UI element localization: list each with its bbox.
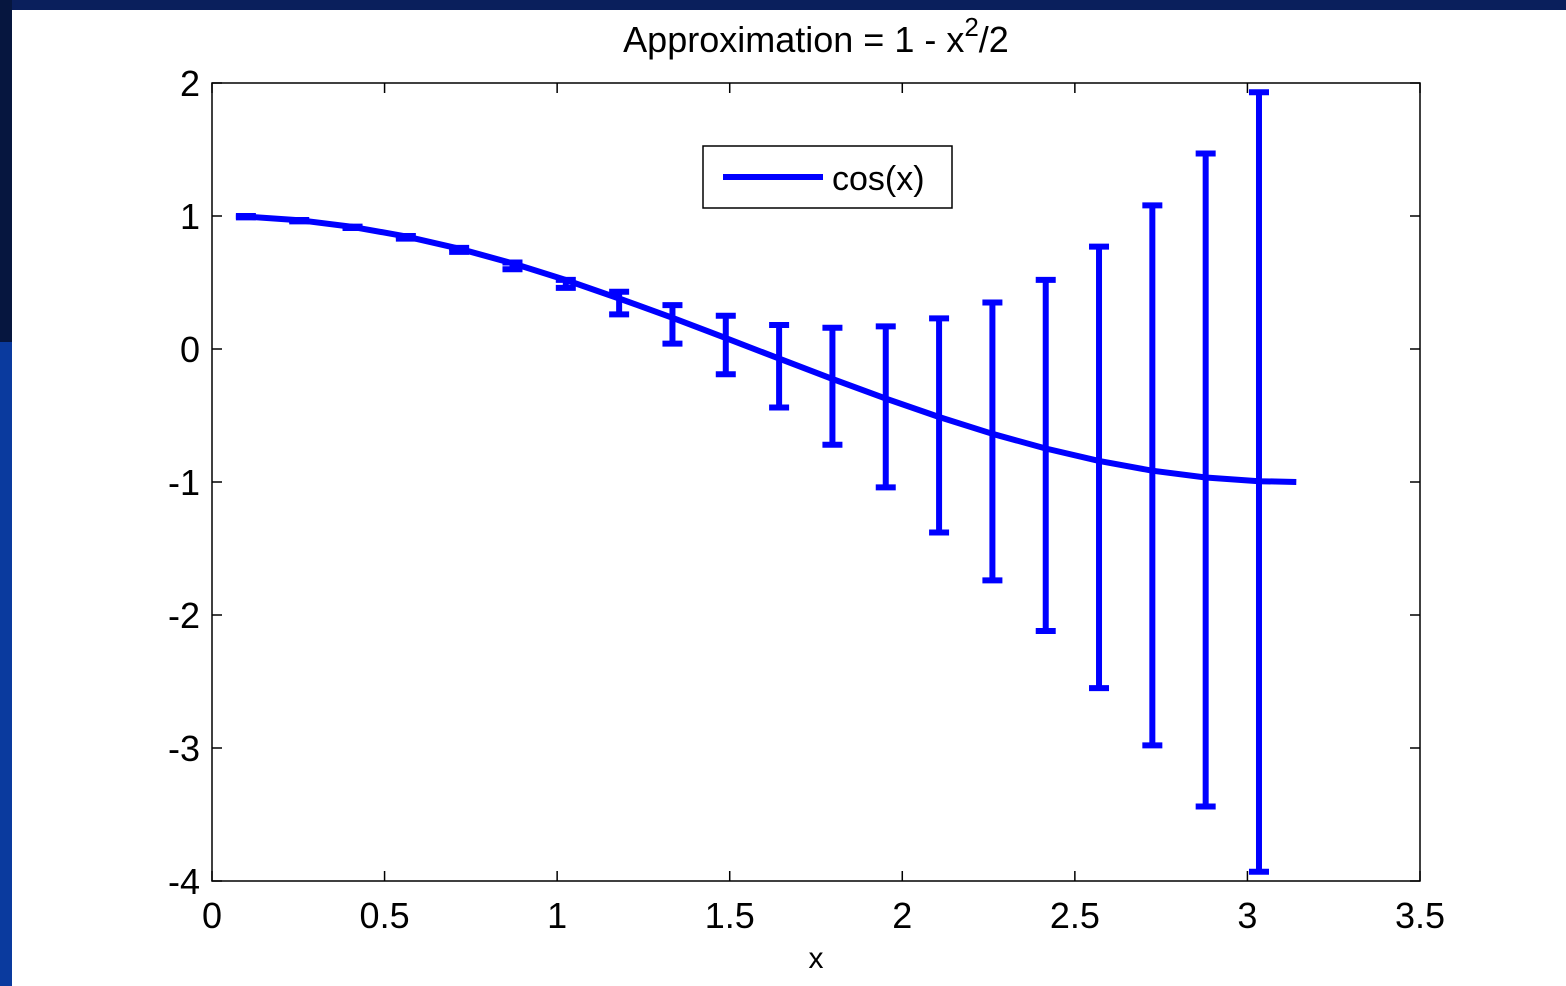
axis-ticks (211, 82, 1421, 882)
x-tick-label: 2 (892, 895, 912, 936)
y-tick-label: 0 (180, 329, 200, 370)
series-line-cosx (245, 213, 1297, 485)
slide-left-band-dark (0, 0, 12, 342)
chart-title-main: Approximation = 1 - x (623, 19, 964, 60)
legend-label: cos(x) (832, 160, 925, 198)
y-tick-label: -2 (168, 595, 200, 636)
y-tick-label: 2 (180, 63, 200, 104)
y-tick-label: -4 (168, 861, 200, 902)
legend: cos(x) (702, 145, 953, 209)
chart-title: Approximation = 1 - x2/2 (623, 12, 1009, 60)
slide-left-band-blue (0, 342, 12, 986)
x-tick-label: 1 (547, 895, 567, 936)
slide-top-band (0, 0, 1566, 10)
chart-title-suffix: /2 (979, 19, 1009, 60)
y-tick-labels: 2 1 0 -1 -2 -3 -4 (168, 63, 200, 902)
x-tick-label: 2.5 (1050, 895, 1100, 936)
x-tick-label: 1.5 (705, 895, 755, 936)
x-tick-label: 0.5 (360, 895, 410, 936)
chart-title-superscript: 2 (964, 12, 978, 42)
y-tick-label: -3 (168, 728, 200, 769)
x-tick-label: 3.5 (1395, 895, 1445, 936)
x-tick-label: 3 (1237, 895, 1257, 936)
error-bars (235, 89, 1269, 875)
x-tick-label: 0 (202, 895, 222, 936)
x-axis-label: x (809, 942, 824, 975)
y-tick-label: -1 (168, 462, 200, 503)
x-tick-labels: 0 0.5 1 1.5 2 2.5 3 3.5 (202, 895, 1445, 936)
y-tick-label: 1 (180, 196, 200, 237)
